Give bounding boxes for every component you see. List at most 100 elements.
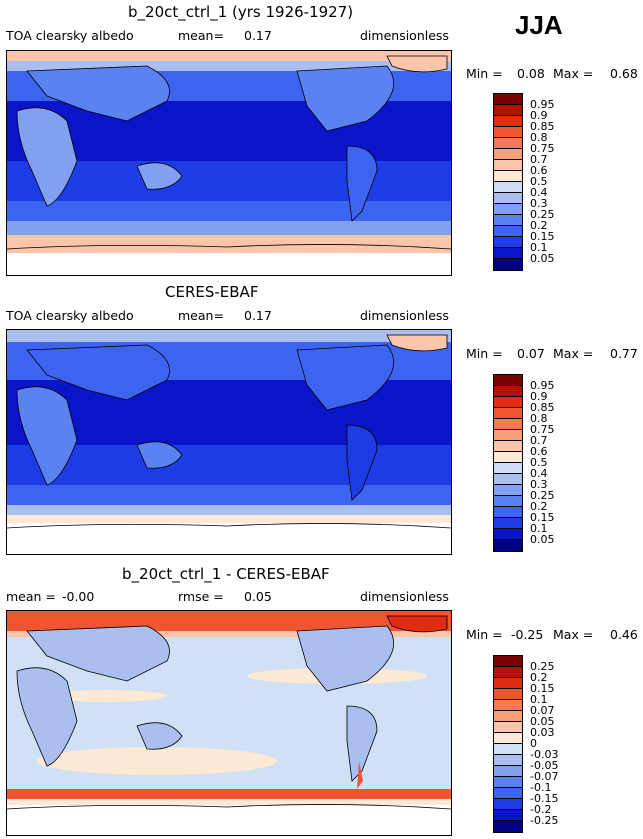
antarctic-diff-band xyxy=(7,789,451,799)
colorbar-cell xyxy=(494,138,522,149)
colorbar-cell xyxy=(494,507,522,518)
colorbar-cell xyxy=(494,700,522,711)
colorbar-tick-label: -0.15 xyxy=(530,792,559,805)
colorbar-tick-label: 0.85 xyxy=(530,401,555,414)
panel3-map-svg xyxy=(7,611,451,835)
colorbar-tick-label: 0.15 xyxy=(530,230,555,243)
colorbar-cell xyxy=(494,799,522,810)
colorbar-cell xyxy=(494,540,522,551)
colorbar-cell xyxy=(494,452,522,463)
colorbar-cell xyxy=(494,485,522,496)
colorbar-cell xyxy=(494,248,522,259)
panel3-max-value: 0.46 xyxy=(610,627,638,642)
panel2-units: dimensionless xyxy=(360,308,449,323)
colorbar-tick-label: 0.07 xyxy=(530,704,555,717)
colorbar-cell xyxy=(494,171,522,182)
colorbar-cell xyxy=(494,678,522,689)
colorbar-tick-label: 0.4 xyxy=(530,467,548,480)
colorbar-tick-label: 0.8 xyxy=(530,412,548,425)
panel1-mean-value: 0.17 xyxy=(244,28,272,43)
panel3-rmse-value: 0.05 xyxy=(244,589,272,604)
colorbar-cell xyxy=(494,441,522,452)
colorbar-cell xyxy=(494,127,522,138)
colorbar-tick-label: 0.1 xyxy=(530,241,548,254)
colorbar-cell xyxy=(494,160,522,171)
colorbar-cell xyxy=(494,215,522,226)
colorbar-cell xyxy=(494,689,522,700)
colorbar-tick-label: 0.9 xyxy=(530,109,548,122)
colorbar-cell xyxy=(494,777,522,788)
greenland-shape xyxy=(386,55,448,73)
colorbar-tick-label: 0.15 xyxy=(530,682,555,695)
panel3-colorbar xyxy=(493,655,523,833)
colorbar-cell xyxy=(494,419,522,430)
colorbar-tick-label: 0.25 xyxy=(530,660,555,673)
colorbar-tick-label: 0.4 xyxy=(530,186,548,199)
panel2-colorbar xyxy=(493,374,523,552)
panel3-title: b_20ct_ctrl_1 - CERES-EBAF xyxy=(122,565,330,583)
colorbar-cell xyxy=(494,529,522,540)
colorbar-tick-label: 0.75 xyxy=(530,423,555,436)
panel1-max-value: 0.68 xyxy=(610,66,638,81)
panel1-map xyxy=(6,50,452,276)
colorbar-tick-label: 0.95 xyxy=(530,379,555,392)
colorbar-tick-label: 0 xyxy=(530,737,537,750)
panel1-map-svg xyxy=(7,51,451,275)
africa-shape xyxy=(16,107,78,207)
colorbar-cell xyxy=(494,94,522,105)
panel2-max-label: Max = xyxy=(553,346,594,361)
colorbar-cell xyxy=(494,744,522,755)
colorbar-tick-label: 0.25 xyxy=(530,208,555,221)
colorbar-tick-label: 0.7 xyxy=(530,153,548,166)
arctic-band xyxy=(7,51,451,61)
panel3-units: dimensionless xyxy=(360,589,449,604)
colorbar-cell xyxy=(494,182,522,193)
colorbar-tick-label: -0.1 xyxy=(530,781,552,794)
panel3-min-label: Min = xyxy=(466,627,503,642)
colorbar-tick-label: -0.25 xyxy=(530,814,559,827)
colorbar-tick-label: 0.9 xyxy=(530,390,548,403)
colorbar-tick-label: 0.15 xyxy=(530,511,555,524)
colorbar-cell xyxy=(494,755,522,766)
colorbar-tick-label: 0.05 xyxy=(530,715,555,728)
colorbar-tick-label: 0.8 xyxy=(530,131,548,144)
panel3-max-label: Max = xyxy=(553,627,594,642)
panel3-rmse-label: rmse = xyxy=(178,589,224,604)
panel2-min-label: Min = xyxy=(466,346,503,361)
panel1-min-value: 0.08 xyxy=(517,66,545,81)
panel1-units: dimensionless xyxy=(360,28,449,43)
arctic-diff-band xyxy=(7,611,451,631)
colorbar-tick-label: 0.5 xyxy=(530,456,548,469)
colorbar-tick-label: 0.2 xyxy=(530,671,548,684)
colorbar-tick-label: 0.3 xyxy=(530,197,548,210)
colorbar-cell xyxy=(494,656,522,667)
colorbar-cell xyxy=(494,518,522,529)
colorbar-tick-label: 0.05 xyxy=(530,533,555,546)
colorbar-cell xyxy=(494,259,522,270)
colorbar-tick-label: -0.2 xyxy=(530,803,552,816)
panel2-mean-label: mean= xyxy=(178,308,224,323)
panel1-min-label: Min = xyxy=(466,66,503,81)
colorbar-cell xyxy=(494,711,522,722)
colorbar-tick-label: 0.75 xyxy=(530,142,555,155)
colorbar-cell xyxy=(494,226,522,237)
colorbar-cell xyxy=(494,237,522,248)
antarctic-band xyxy=(7,235,451,253)
colorbar-cell xyxy=(494,408,522,419)
season-label: JJA xyxy=(515,10,563,40)
panel1-variable-label: TOA clearsky albedo xyxy=(6,28,134,43)
colorbar-cell xyxy=(494,204,522,215)
eurasia-shape xyxy=(26,65,170,122)
colorbar-tick-label: 0.25 xyxy=(530,489,555,502)
colorbar-cell xyxy=(494,496,522,507)
antarctica-coast xyxy=(7,244,451,250)
colorbar-tick-label: 0.7 xyxy=(530,434,548,447)
panel2-title: CERES-EBAF xyxy=(165,283,259,301)
colorbar-tick-label: 0.2 xyxy=(530,500,548,513)
colorbar-tick-label: -0.07 xyxy=(530,770,559,783)
colorbar-cell xyxy=(494,733,522,744)
panel3-map xyxy=(6,610,452,836)
panel2-map-svg xyxy=(7,330,451,554)
south-america-shape xyxy=(346,145,378,222)
colorbar-cell xyxy=(494,193,522,204)
